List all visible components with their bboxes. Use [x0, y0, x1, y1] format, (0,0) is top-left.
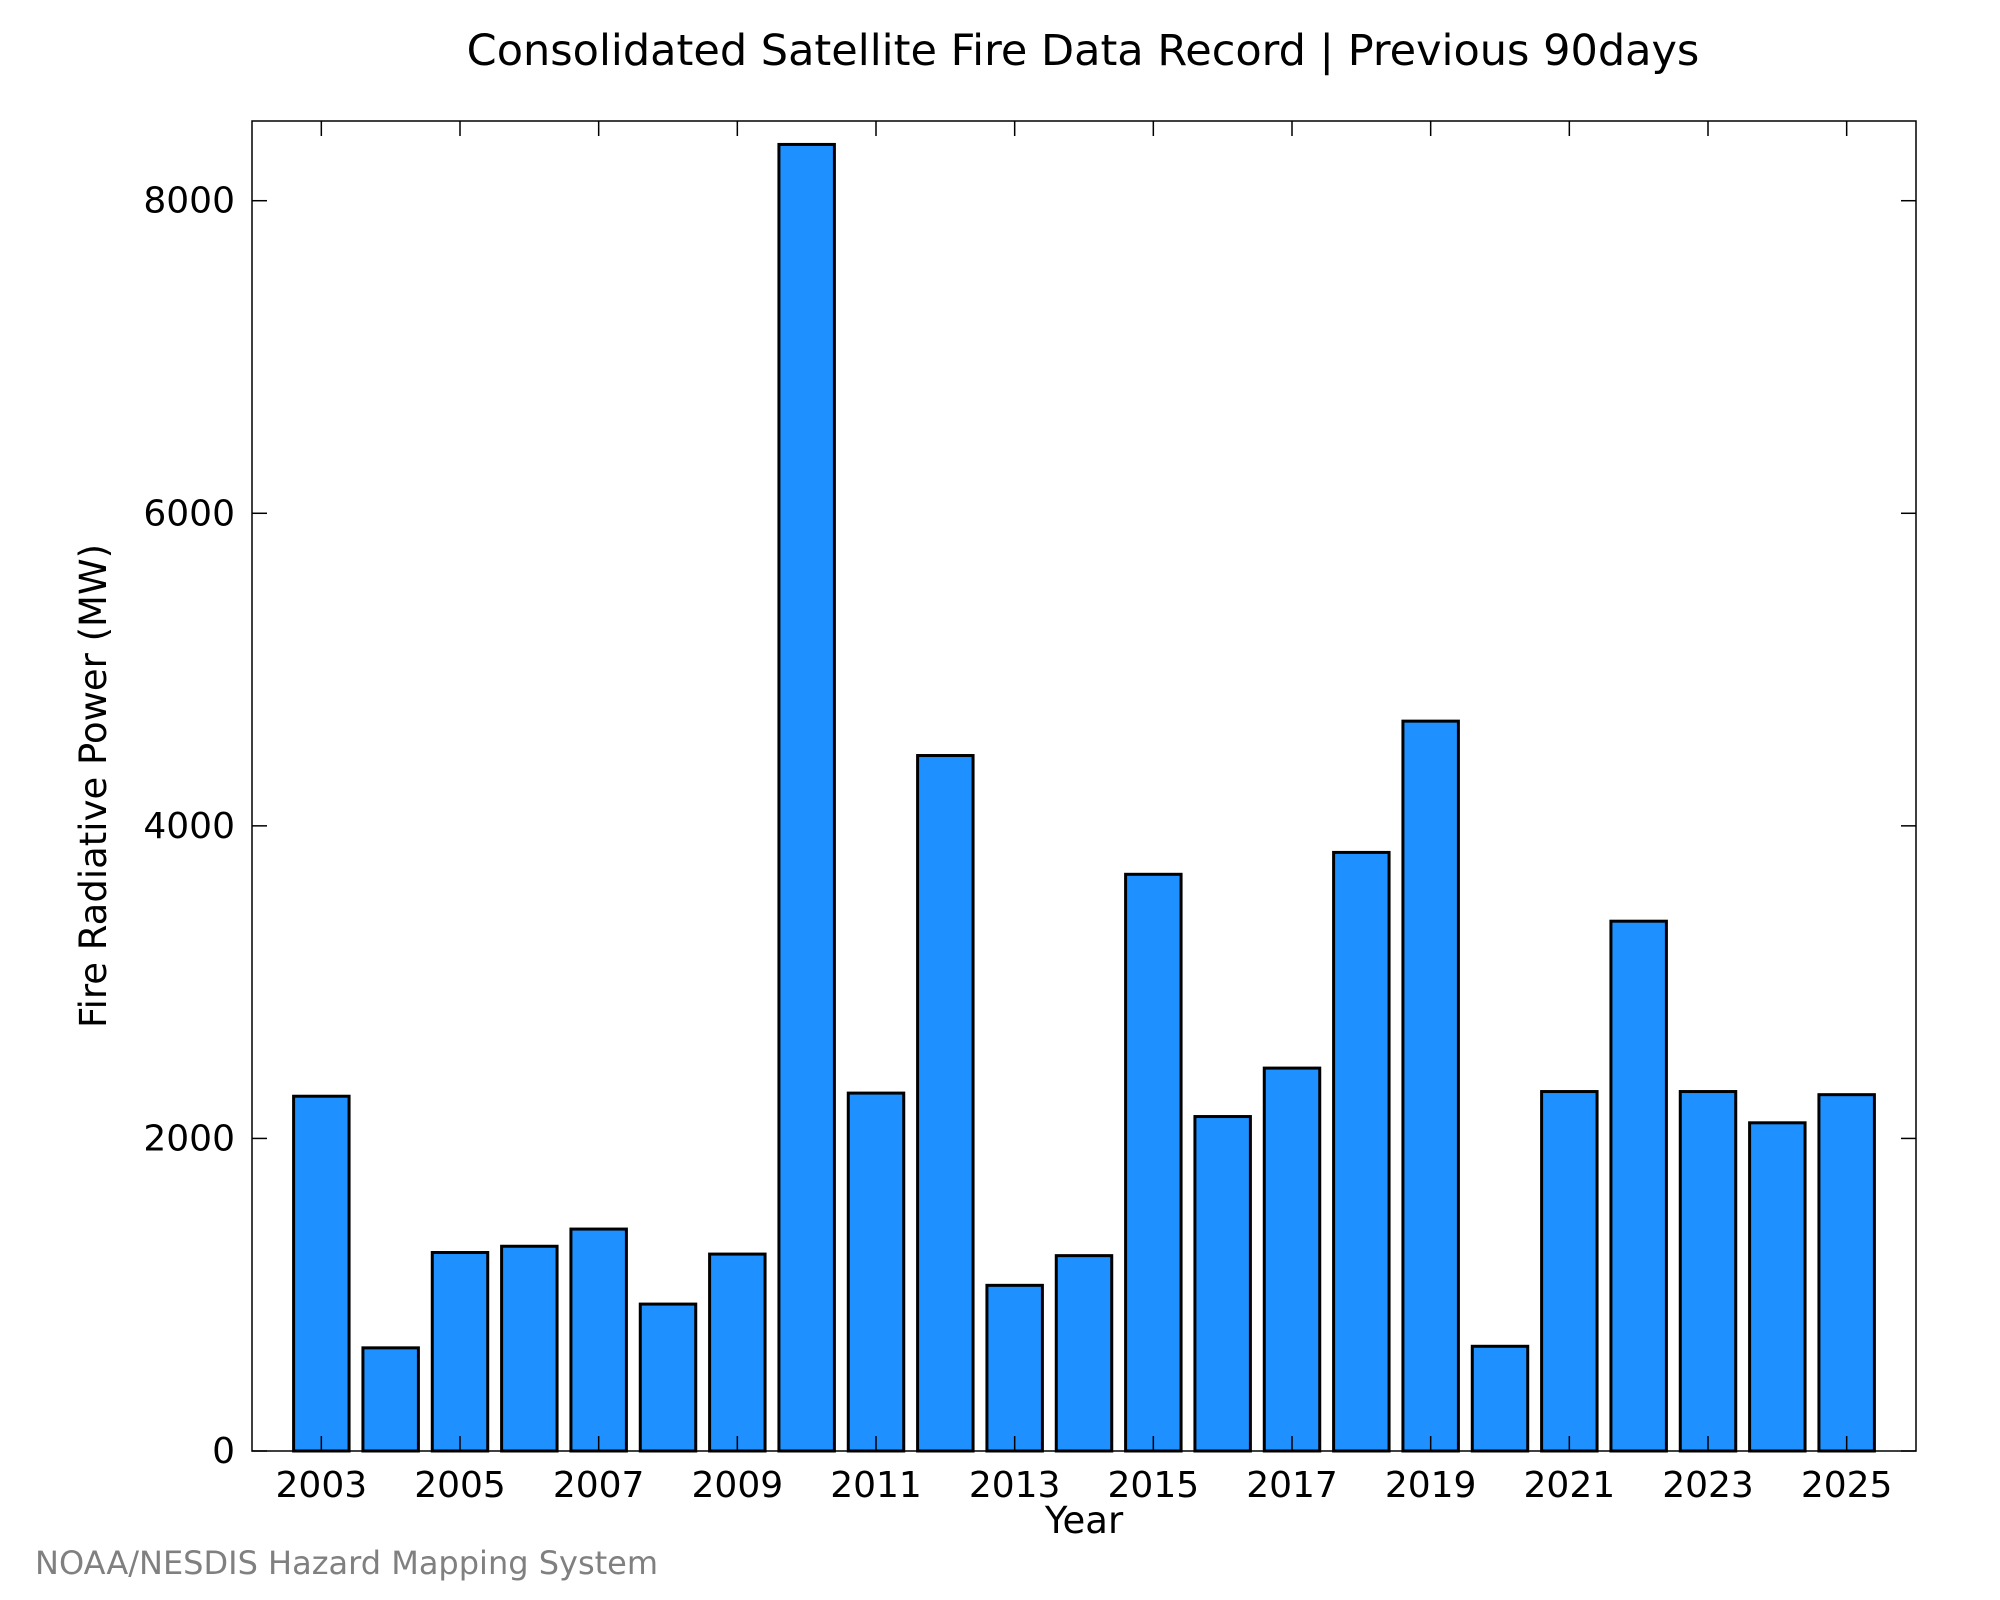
bar-2007 [569, 1227, 628, 1453]
bar-2004 [361, 1346, 420, 1453]
y-tick-label: 2000 [143, 1118, 235, 1159]
bar-2016 [1193, 1115, 1252, 1453]
bar-2024 [1748, 1121, 1807, 1453]
bar-2010 [777, 142, 836, 1453]
ticks-group: 0 2000 4000 6000 8000 2003 2005 2007 2009 2011 201… [143, 121, 1916, 1506]
x-tick-label: 2023 [1662, 1465, 1754, 1506]
bar-2013 [985, 1283, 1044, 1453]
y-tick-label: 8000 [143, 181, 235, 222]
x-tick-label: 2011 [830, 1465, 922, 1506]
bar-2006 [500, 1244, 559, 1453]
x-tick-label: 2009 [692, 1465, 784, 1506]
bar-2011 [846, 1091, 906, 1453]
bar-2020 [1470, 1344, 1530, 1453]
y-axis-title: Fire Radiative Power (MW) [72, 544, 115, 1028]
bar-2005 [430, 1251, 490, 1453]
bar-2025 [1817, 1093, 1876, 1453]
x-tick-label: 2005 [414, 1465, 506, 1506]
y-tick-label: 4000 [143, 806, 235, 847]
plot-frame [251, 120, 1917, 1452]
y-tick-label: 0 [212, 1431, 235, 1472]
chart-title: Consolidated Satellite Fire Data Record … [467, 26, 1700, 76]
bar-2023 [1678, 1090, 1738, 1453]
x-tick-label: 2015 [1108, 1465, 1200, 1506]
bar-2018 [1332, 850, 1391, 1453]
bar-2019 [1401, 719, 1460, 1453]
bar-2017 [1262, 1066, 1322, 1453]
bar-2009 [708, 1252, 767, 1453]
source-note: NOAA/NESDIS Hazard Mapping System [35, 1544, 658, 1582]
x-tick-label: 2021 [1524, 1465, 1616, 1506]
bar-2003 [292, 1094, 351, 1453]
x-tick-label: 2007 [553, 1465, 645, 1506]
x-axis-title: Year [1044, 1499, 1124, 1542]
bar-2008 [638, 1302, 698, 1453]
bar-2022 [1609, 919, 1668, 1453]
bar-2021 [1540, 1090, 1599, 1453]
x-tick-label: 2017 [1246, 1465, 1338, 1506]
y-tick-label: 6000 [143, 493, 235, 534]
bar-2012 [916, 754, 975, 1453]
x-tick-label: 2019 [1385, 1465, 1477, 1506]
bars-group [292, 142, 1876, 1453]
x-tick-label: 2025 [1801, 1465, 1893, 1506]
x-tick-label: 2013 [969, 1465, 1061, 1506]
bar-2014 [1054, 1254, 1114, 1453]
bar-2015 [1124, 872, 1183, 1453]
x-tick-label: 2003 [276, 1465, 368, 1506]
